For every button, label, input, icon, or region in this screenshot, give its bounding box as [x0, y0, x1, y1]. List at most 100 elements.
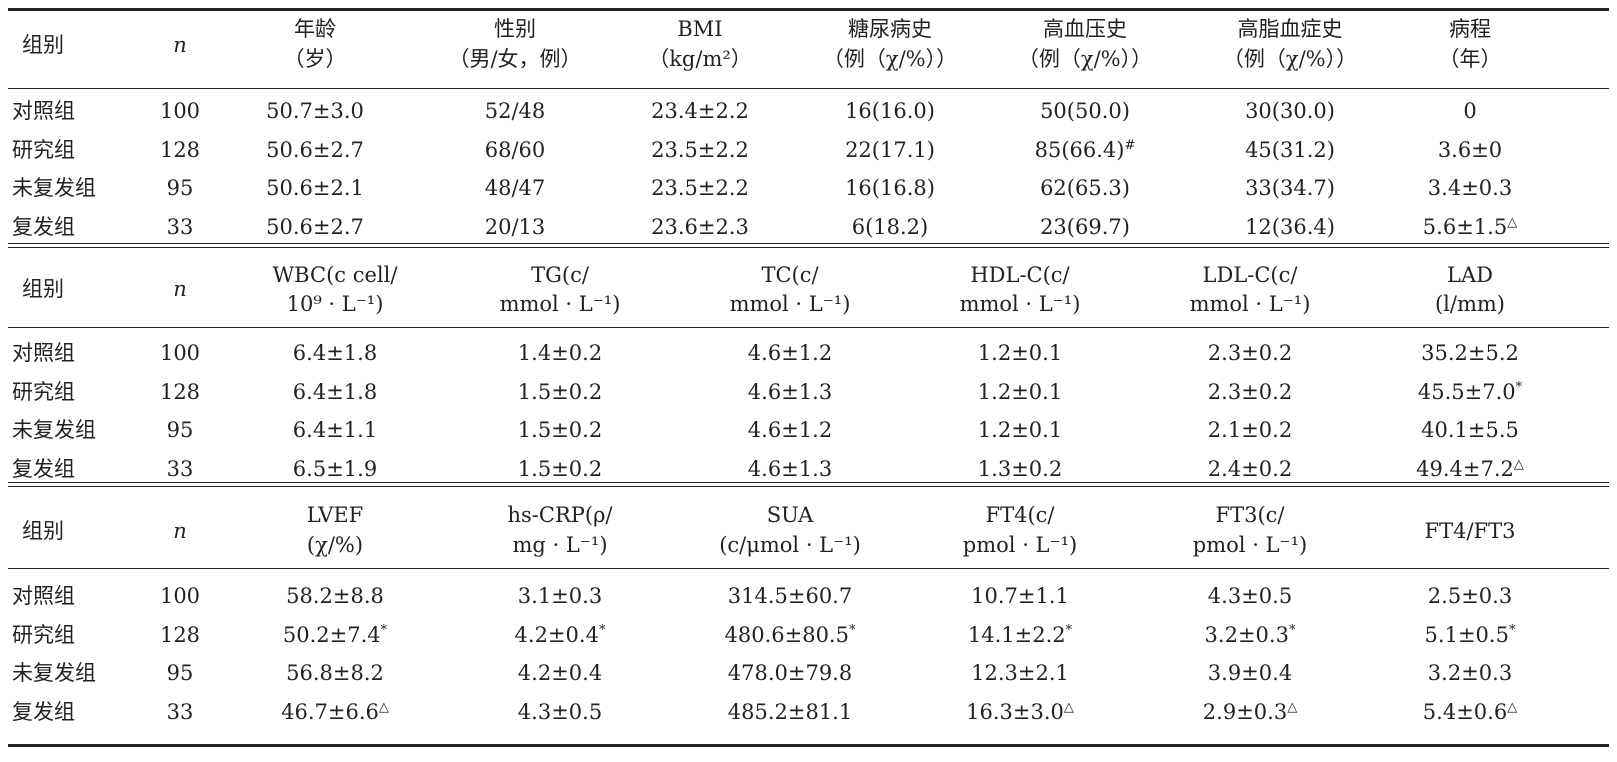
header-ft3: FT3(c/	[1215, 503, 1285, 527]
header-ldl-unit: mmol · L⁻¹)	[1189, 292, 1311, 316]
header-bmi: BMI	[677, 17, 723, 41]
table-cell: 3.2±0.3	[1427, 661, 1513, 685]
row-n-value: 95	[166, 176, 194, 200]
header-hscrp-unit: mg · L⁻¹)	[512, 533, 608, 557]
row-n-value: 128	[159, 622, 201, 647]
header-ft4-ft3: FT4/FT3	[1424, 519, 1516, 543]
significance-triangle: △	[378, 699, 389, 715]
table-cell: 50.7±3.0	[266, 99, 364, 123]
row-group-label: 复发组	[12, 456, 75, 481]
header-group: 组别	[22, 277, 64, 301]
table-cell: 23.5±2.2	[651, 176, 749, 200]
header-lvef: LVEF	[306, 503, 364, 527]
table-cell: 480.6±80.5*	[724, 622, 856, 647]
table-cell: 50.2±7.4*	[282, 622, 388, 647]
significance-triangle: △	[1287, 699, 1298, 715]
table-cell: 50.6±2.1	[266, 176, 364, 200]
header-hscrp: hs-CRP(ρ/	[507, 503, 613, 527]
header-tc-unit: mmol · L⁻¹)	[729, 292, 851, 316]
table-cell: 30(30.0)	[1245, 99, 1335, 123]
table-cell: 12(36.4)	[1245, 214, 1335, 239]
row-group-label: 对照组	[12, 584, 75, 608]
table-cell: 2.3±0.2	[1207, 341, 1293, 365]
section-divider-1	[8, 243, 1609, 248]
row-group-label: 对照组	[12, 99, 75, 123]
table-cell: 1.2±0.1	[977, 341, 1063, 365]
table-bottom-rule	[8, 744, 1609, 747]
table-cell: 68/60	[484, 137, 546, 162]
row-n-value: 128	[159, 379, 201, 404]
header-hyperlipidemia-unit: （例（χ/%））	[1222, 47, 1358, 71]
table-cell: 50(50.0)	[1040, 99, 1130, 123]
header-sex-unit: （男/女，例）	[448, 47, 582, 71]
header-ft4-unit: pmol · L⁻¹)	[962, 533, 1078, 557]
row-group-label: 复发组	[12, 214, 75, 239]
header-group: 组别	[22, 33, 64, 57]
table-cell: 6.4±1.8	[292, 379, 378, 404]
table-cell: 50.6±2.7	[266, 137, 364, 162]
section3-header-rule	[8, 568, 1609, 569]
header-wbc-unit: 10⁹ · L⁻¹)	[286, 292, 384, 316]
header-ft3-unit: pmol · L⁻¹)	[1192, 533, 1308, 557]
header-bmi-unit: （kg/m²）	[648, 47, 752, 71]
table-cell: 314.5±60.7	[727, 584, 853, 608]
table-cell: 4.3±0.5	[1207, 584, 1293, 608]
header-age: 年龄	[294, 17, 336, 41]
table-cell: 46.7±6.6△	[281, 699, 389, 724]
significance-asterisk: *	[380, 622, 388, 638]
header-sua: SUA	[766, 503, 814, 527]
significance-hash: #	[1124, 137, 1136, 153]
header-n: n	[173, 519, 187, 543]
row-n-value: 33	[166, 699, 194, 724]
table-cell: 3.9±0.4	[1207, 661, 1293, 685]
table-cell: 3.1±0.3	[517, 584, 603, 608]
table-cell: 56.8±8.2	[286, 661, 384, 685]
header-ft4: FT4(c/	[985, 503, 1055, 527]
table-cell: 50.6±2.7	[266, 214, 364, 239]
table-cell: 478.0±79.8	[727, 661, 853, 685]
significance-asterisk: *	[1515, 379, 1523, 395]
table-cell: 1.2±0.1	[977, 418, 1063, 442]
table-cell: 10.7±1.1	[971, 584, 1069, 608]
table-cell: 49.4±7.2△	[1416, 456, 1524, 481]
table-cell: 2.4±0.2	[1207, 456, 1293, 481]
table-cell: 1.5±0.2	[517, 418, 603, 442]
table-cell: 16(16.0)	[845, 99, 935, 123]
table-cell: 52/48	[484, 99, 546, 123]
header-tg-unit: mmol · L⁻¹)	[499, 292, 621, 316]
row-group-label: 复发组	[12, 699, 75, 724]
table-cell: 2.1±0.2	[1207, 418, 1293, 442]
table-cell: 3.2±0.3*	[1204, 622, 1296, 647]
table-cell: 45.5±7.0*	[1417, 379, 1523, 404]
header-group: 组别	[22, 519, 64, 543]
row-group-label: 未复发组	[12, 661, 96, 685]
header-n: n	[173, 33, 187, 57]
header-age-unit: （岁）	[283, 47, 347, 71]
header-hdl-unit: mmol · L⁻¹)	[959, 292, 1081, 316]
table-cell: 4.6±1.3	[747, 456, 833, 481]
header-ldl: LDL-C(c/	[1202, 263, 1298, 287]
table-cell: 1.5±0.2	[517, 379, 603, 404]
header-hypertension-unit: （例（χ/%））	[1017, 47, 1153, 71]
header-lvef-unit: (χ/%)	[306, 533, 364, 557]
table-cell: 3.4±0.3	[1427, 176, 1513, 200]
row-group-label: 研究组	[12, 379, 75, 404]
header-hdl: HDL-C(c/	[970, 263, 1070, 287]
header-duration: 病程	[1449, 17, 1491, 41]
significance-triangle: △	[1507, 214, 1518, 230]
section1-header-rule	[8, 88, 1609, 89]
table-cell: 2.5±0.3	[1427, 584, 1513, 608]
significance-asterisk: *	[1065, 622, 1073, 638]
table-cell: 6.4±1.8	[292, 341, 378, 365]
row-group-label: 未复发组	[12, 418, 96, 442]
table-cell: 4.6±1.2	[747, 341, 833, 365]
table-cell: 4.2±0.4	[517, 661, 603, 685]
row-n-value: 33	[166, 214, 194, 239]
table-cell: 4.3±0.5	[517, 699, 603, 724]
table-top-rule	[8, 8, 1609, 11]
row-group-label: 对照组	[12, 341, 75, 365]
header-sex: 性别	[494, 17, 536, 41]
header-tg: TG(c/	[531, 263, 589, 287]
section2-header-rule	[8, 327, 1609, 328]
table-cell: 6.4±1.1	[292, 418, 378, 442]
